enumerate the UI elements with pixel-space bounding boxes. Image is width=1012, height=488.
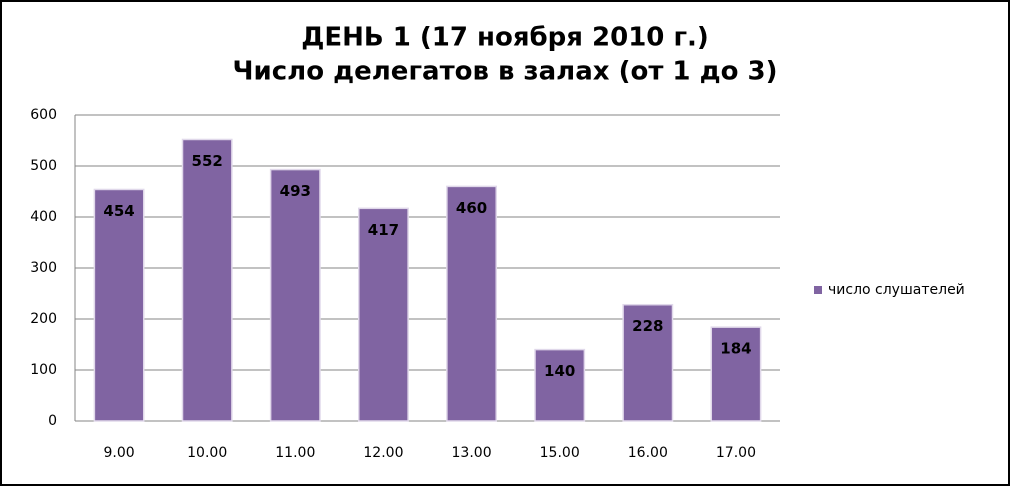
data-label: 140 bbox=[544, 362, 575, 380]
chart-title: Число делегатов в залах (от 1 до 3) bbox=[233, 57, 778, 87]
data-label: 228 bbox=[632, 317, 663, 335]
bar bbox=[358, 207, 409, 422]
legend-swatch bbox=[814, 286, 822, 294]
x-tick-label: 9.00 bbox=[103, 445, 134, 461]
x-tick-label: 15.00 bbox=[540, 445, 580, 461]
y-tick-label: 300 bbox=[30, 260, 57, 276]
chart-title: ДЕНЬ 1 (17 ноября 2010 г.) bbox=[301, 23, 709, 53]
bar bbox=[710, 326, 762, 422]
bar bbox=[181, 138, 233, 422]
x-tick-label: 16.00 bbox=[628, 445, 668, 461]
data-label: 552 bbox=[192, 152, 223, 170]
x-tick-label: 12.00 bbox=[363, 445, 403, 461]
bar bbox=[622, 303, 674, 422]
data-label: 493 bbox=[280, 182, 311, 200]
legend-label: число слушателей bbox=[828, 282, 965, 298]
x-tick-label: 10.00 bbox=[187, 445, 227, 461]
y-tick-label: 500 bbox=[30, 158, 57, 174]
data-label: 454 bbox=[103, 202, 134, 220]
bar bbox=[93, 188, 145, 422]
y-tick-label: 0 bbox=[48, 413, 57, 429]
x-tick-label: 11.00 bbox=[275, 445, 315, 461]
x-tick-label: 13.00 bbox=[452, 445, 492, 461]
data-label: 417 bbox=[368, 221, 399, 239]
y-tick-label: 100 bbox=[30, 362, 57, 378]
y-tick-label: 200 bbox=[30, 311, 57, 327]
x-tick-label: 17.00 bbox=[716, 445, 756, 461]
data-label: 460 bbox=[456, 199, 487, 217]
bar bbox=[534, 348, 586, 422]
y-tick-label: 400 bbox=[30, 209, 57, 225]
data-label: 184 bbox=[720, 340, 751, 358]
bar bbox=[446, 185, 497, 422]
y-tick-label: 600 bbox=[30, 107, 57, 123]
bar bbox=[269, 168, 321, 422]
